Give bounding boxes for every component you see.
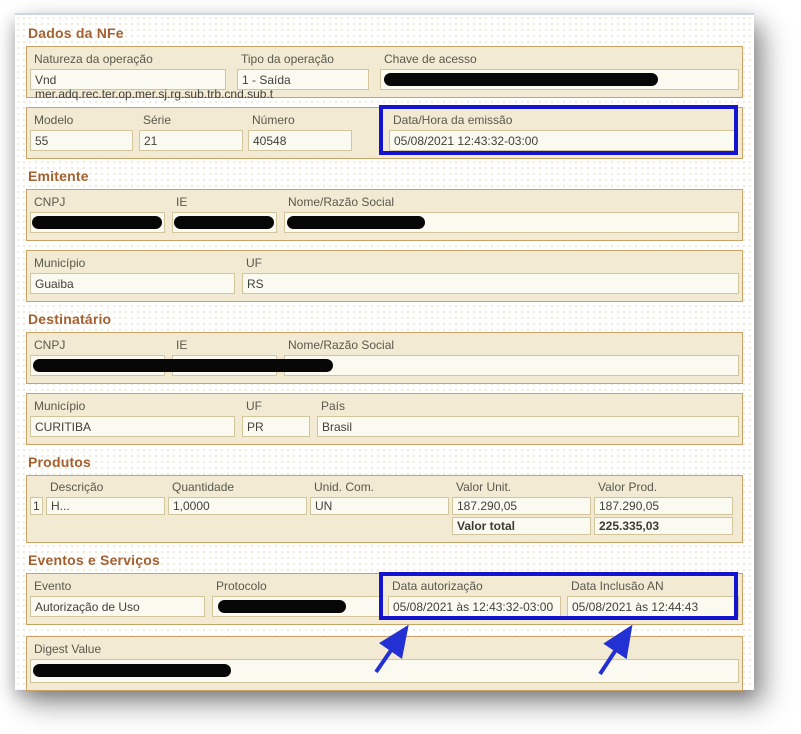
col-descricao: Descrição [50,480,104,494]
natureza-operacao-value[interactable]: Vnd mer.adq.rec.ter.op.mer.sj.rg.sub.trb… [30,69,273,101]
data-hora-emissao-value[interactable]: 05/08/2021 12:43:32-03:00 [389,130,736,151]
redaction-bar [174,216,274,229]
chave-acesso-value[interactable] [380,69,739,90]
destinatario-municipio-label: Município [34,399,86,413]
digest-value-field[interactable] [30,659,739,683]
redaction-bar [33,359,333,372]
serie-label: Série [143,113,172,127]
fieldset-destinatario-row1: CNPJ IE Nome/Razão Social [26,332,743,384]
produtos-header-row: Descrição Quantidade Unid. Com. Valor Un… [30,480,739,494]
redaction-bar [384,73,658,86]
emitente-cnpj-value[interactable] [30,212,165,233]
section-heading-dados-nfe: Dados da NFe [28,25,124,41]
redaction-bar [218,600,346,613]
produto-descricao[interactable]: H... [46,497,165,515]
fieldset-dados-nfe-row2: Modelo 55 Série 21 Número 40548 Data/Hor… [26,105,743,159]
destinatario-municipio-value[interactable]: CURITIBA [30,416,235,437]
redaction-bar [32,216,162,229]
fieldset-digest: Digest Value [26,636,743,691]
redaction-bar [33,664,231,677]
destinatario-pais-value[interactable]: Brasil [317,416,739,437]
fieldset-emitente-row2: Município Guaiba UF RS [26,250,743,302]
digest-value-label: Digest Value [34,642,102,656]
destinatario-uf-value[interactable]: PR [242,416,310,437]
produto-index[interactable]: 1 [30,497,43,515]
produtos-total-row: Valor total 225.335,03 [452,517,739,535]
destinatario-nome-label: Nome/Razão Social [288,338,395,352]
emitente-cnpj-label: CNPJ [34,195,66,209]
produto-valor-prod[interactable]: 187.290,05 [594,497,733,515]
produtos-data-row: 1 H... 1,0000 UN 187.290,05 187.290,05 [30,497,739,515]
chave-acesso-label: Chave de acesso [384,52,477,66]
emitente-ie-value[interactable] [172,212,277,233]
col-valor-unit: Valor Unit. [456,480,512,494]
fieldset-eventos: Evento Autorização de Uso Protocolo Data… [26,572,743,625]
produto-unid-com[interactable]: UN [310,497,449,515]
emitente-uf-value[interactable]: RS [242,273,739,294]
emitente-uf-label: UF [246,256,262,270]
section-heading-produtos: Produtos [28,454,92,470]
data-autorizacao-label: Data autorização [392,579,483,593]
section-heading-destinatario: Destinatário [28,311,112,327]
destinatario-nome-value[interactable] [284,355,739,376]
emitente-nome-value[interactable] [284,212,739,233]
numero-label: Número [252,113,295,127]
evento-value[interactable]: Autorização de Uso [30,596,205,617]
section-heading-emitente: Emitente [28,168,89,184]
fieldset-produtos: Descrição Quantidade Unid. Com. Valor Un… [26,475,743,543]
valor-total-value[interactable]: 225.335,03 [594,517,733,535]
col-unid-com: Unid. Com. [314,480,375,494]
data-autorizacao-value[interactable]: 05/08/2021 às 12:43:32-03:00 [388,596,561,617]
natureza-operacao-label: Natureza da operação [34,52,153,66]
data-hora-emissao-label: Data/Hora da emissão [393,113,513,127]
tipo-operacao-value[interactable]: 1 - Saída [237,69,369,90]
section-heading-eventos: Eventos e Serviços [28,552,160,568]
valor-total-label: Valor total [452,517,591,535]
serie-value[interactable]: 21 [139,130,243,151]
emitente-ie-label: IE [176,195,188,209]
emitente-municipio-value[interactable]: Guaiba [30,273,235,294]
data-inclusao-an-value[interactable]: 05/08/2021 às 12:44:43 [567,596,739,617]
redaction-bar [287,216,425,229]
col-quantidade: Quantidade [172,480,235,494]
fieldset-dados-nfe-row1: Natureza da operação Vnd mer.adq.rec.ter… [26,46,743,101]
fieldset-emitente-row1: CNPJ IE Nome/Razão Social [26,189,743,241]
nfe-consulta-card: Dados da NFe Natureza da operação Vnd me… [15,13,754,691]
col-valor-prod: Valor Prod. [598,480,658,494]
destinatario-pais-label: País [321,399,346,413]
modelo-label: Modelo [34,113,74,127]
data-inclusao-an-label: Data Inclusão AN [571,579,664,593]
produto-valor-unit[interactable]: 187.290,05 [452,497,591,515]
modelo-value[interactable]: 55 [30,130,133,151]
destinatario-cnpj-label: CNPJ [34,338,66,352]
fieldset-destinatario-row2: Município CURITIBA UF PR País Brasil [26,393,743,445]
emitente-municipio-label: Município [34,256,86,270]
protocolo-value[interactable] [212,596,382,617]
destinatario-uf-label: UF [246,399,262,413]
emitente-nome-label: Nome/Razão Social [288,195,395,209]
protocolo-label: Protocolo [216,579,267,593]
tipo-operacao-label: Tipo da operação [241,52,334,66]
destinatario-ie-label: IE [176,338,188,352]
numero-value[interactable]: 40548 [248,130,352,151]
evento-label: Evento [34,579,72,593]
produto-quantidade[interactable]: 1,0000 [168,497,307,515]
